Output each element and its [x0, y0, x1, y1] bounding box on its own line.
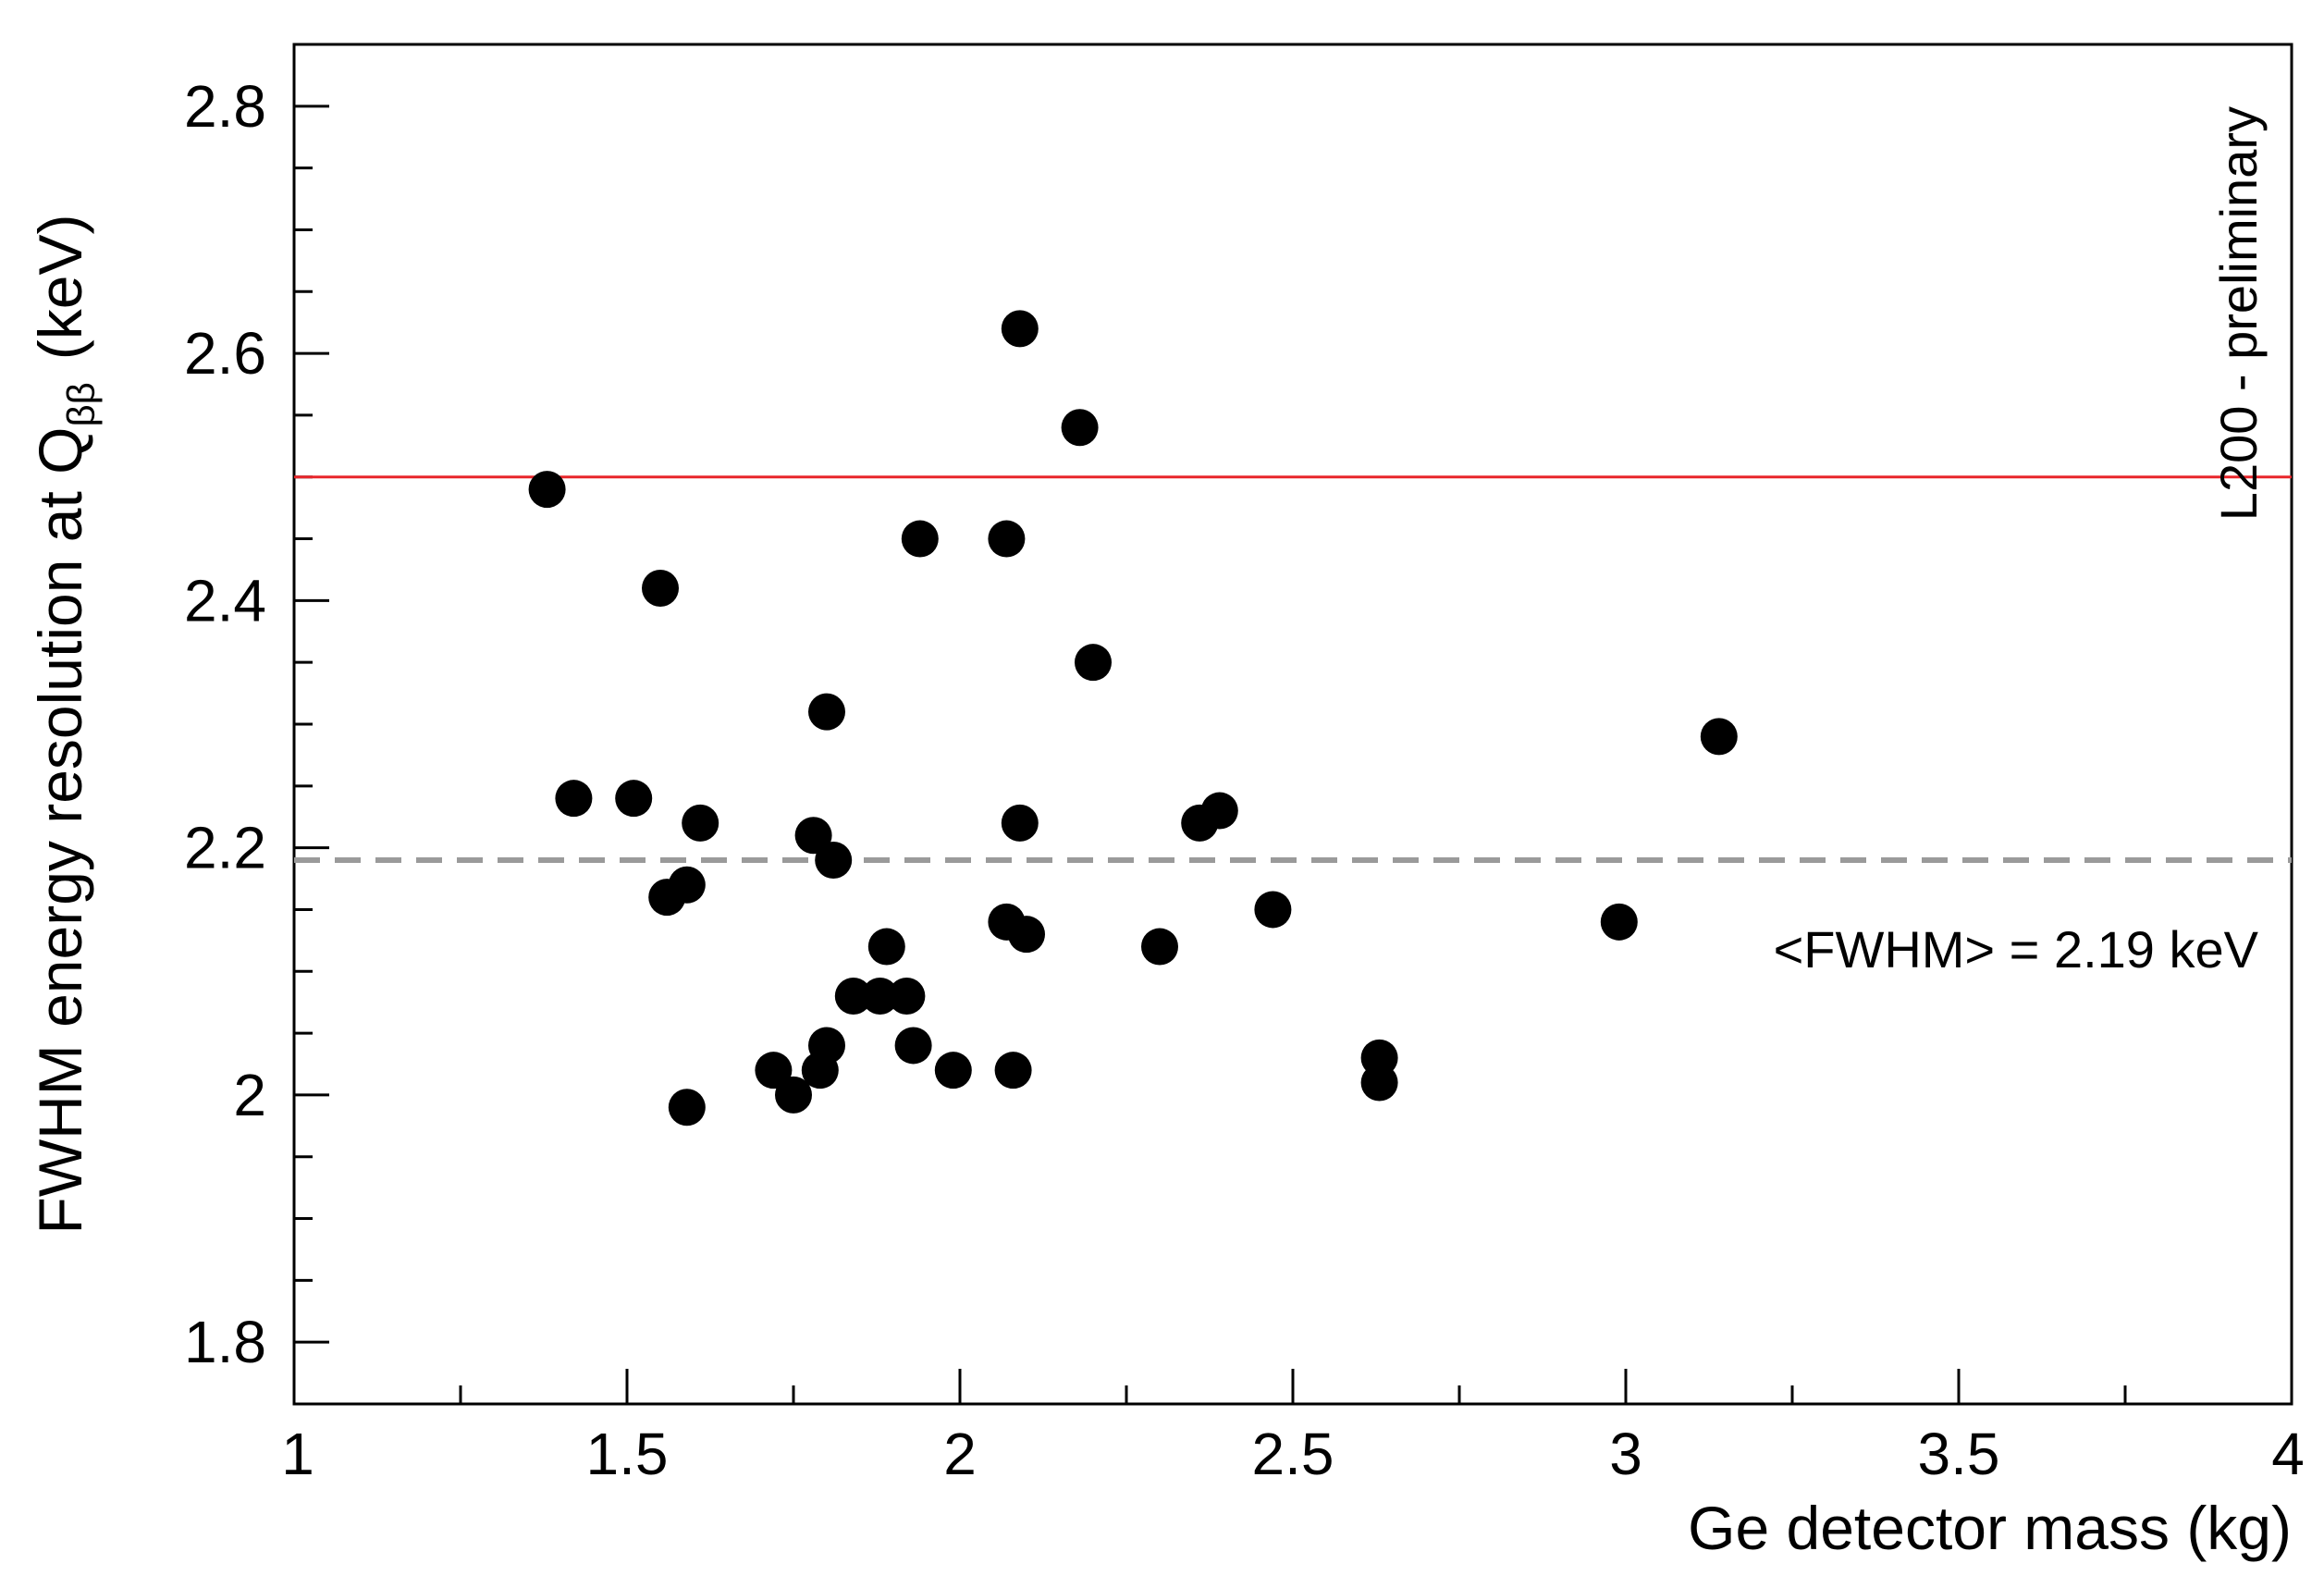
data-point — [1600, 903, 1638, 941]
y-axis-title: FWHM energy resolution at Qββ (keV) — [26, 215, 103, 1235]
data-point — [668, 1089, 706, 1126]
data-point — [894, 1027, 932, 1065]
y-axis-title-unit: (keV) — [26, 215, 94, 361]
x-tick-label: 2 — [943, 1421, 977, 1487]
data-point — [808, 693, 845, 731]
x-axis-ticks: 1 1.5 2 2.5 3 3.5 4 — [281, 1369, 2305, 1487]
x-axis-title: Ge detector mass (kg) — [1688, 1494, 2292, 1562]
y-axis-ticks: 1.8 2 2.2 2.4 2.6 2.8 — [184, 43, 329, 1406]
y-tick-label: 2.6 — [184, 320, 266, 387]
x-tick-label: 2.5 — [1252, 1421, 1334, 1487]
data-point — [934, 1052, 972, 1089]
data-point — [901, 520, 939, 558]
data-point — [861, 978, 899, 1015]
data-point — [1360, 1064, 1398, 1102]
data-point — [1700, 718, 1738, 756]
data-point — [1008, 916, 1045, 954]
data-point — [867, 928, 905, 966]
data-point — [555, 780, 593, 818]
data-point — [994, 1052, 1032, 1089]
data-point — [808, 1027, 845, 1065]
data-point — [615, 780, 653, 818]
data-points — [528, 310, 1738, 1126]
y-tick-label: 2.8 — [184, 73, 266, 140]
y-axis-title-main: FWHM energy resolution at Q — [26, 427, 94, 1235]
data-point — [1075, 644, 1112, 682]
data-point — [1141, 928, 1178, 966]
y-tick-label: 2.4 — [184, 567, 266, 634]
preliminary-label: L200 - preliminary — [2209, 106, 2268, 521]
data-point — [794, 817, 832, 855]
y-axis-title-subscript: ββ — [59, 382, 103, 426]
mean-fwhm-label: <FWHM> = 2.19 keV — [1774, 920, 2259, 979]
data-point — [1001, 310, 1039, 348]
data-point — [1001, 804, 1039, 842]
x-tick-label: 1.5 — [586, 1421, 669, 1487]
data-point — [834, 978, 872, 1015]
y-tick-label: 2.2 — [184, 815, 266, 881]
data-point — [1200, 792, 1238, 830]
data-point — [988, 520, 1026, 558]
reference-lines — [294, 475, 2292, 863]
x-tick-label: 3 — [1609, 1421, 1642, 1487]
x-tick-label: 4 — [2271, 1421, 2305, 1487]
data-point — [775, 1076, 812, 1114]
data-point — [1061, 409, 1099, 447]
y-tick-label: 1.8 — [184, 1309, 266, 1375]
data-point — [815, 842, 853, 879]
x-tick-label: 1 — [281, 1421, 314, 1487]
data-point — [682, 804, 719, 842]
y-tick-label: 2 — [233, 1062, 266, 1128]
data-point — [1254, 891, 1292, 929]
data-point — [888, 978, 926, 1015]
data-point — [642, 570, 679, 607]
data-point — [755, 1052, 793, 1089]
data-point — [668, 866, 706, 904]
x-tick-label: 3.5 — [1918, 1421, 2000, 1487]
data-point — [528, 471, 566, 509]
plot-frame — [292, 43, 2293, 1406]
